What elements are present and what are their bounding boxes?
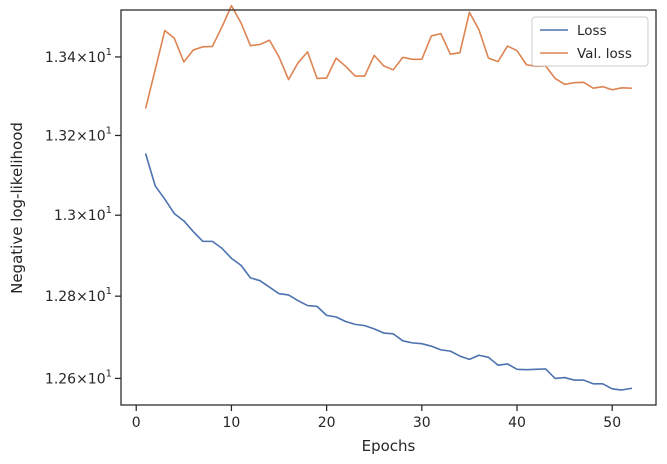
x-axis: 0 10 20 30 40 50 — [132, 405, 621, 431]
x-tick-label: 50 — [603, 415, 621, 431]
x-tick-label: 20 — [318, 415, 336, 431]
x-tick-label: 30 — [413, 415, 431, 431]
y-axis-label: Negative log-likelihood — [8, 122, 26, 294]
y-tick-label: 1.26×101 — [45, 368, 112, 387]
x-axis-label: Epochs — [362, 437, 416, 455]
series-line-loss — [144, 153, 633, 391]
y-tick-label: 1.34×101 — [45, 47, 112, 66]
legend-label-val-loss: Val. loss — [577, 46, 632, 62]
y-tick-label: 1.3×101 — [54, 205, 112, 224]
series-line-val-loss — [144, 4, 633, 109]
legend-label-loss: Loss — [577, 23, 607, 39]
y-tick-label: 1.28×101 — [45, 286, 112, 305]
x-tick-label: 40 — [508, 415, 526, 431]
x-tick-label: 10 — [223, 415, 241, 431]
x-tick-label: 0 — [132, 415, 141, 431]
legend: Loss Val. loss — [531, 16, 649, 67]
y-tick-label: 1.32×101 — [45, 125, 112, 144]
plot-lines — [144, 4, 633, 391]
y-axis: 1.26×101 1.28×101 1.3×101 1.32×101 1.34×101 — [45, 47, 121, 387]
plot-frame — [120, 9, 657, 406]
